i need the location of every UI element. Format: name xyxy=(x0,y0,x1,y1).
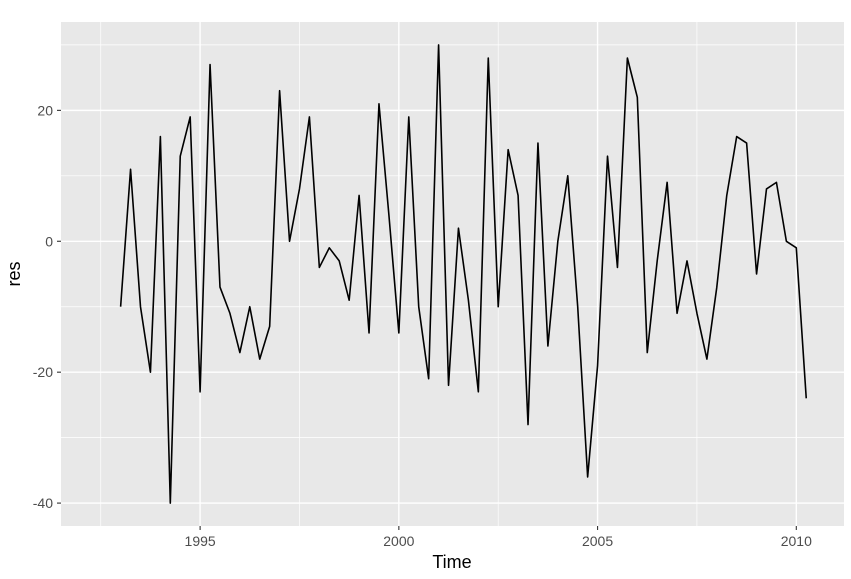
y-tick-label: 0 xyxy=(45,233,53,249)
x-tick-label: 1995 xyxy=(185,533,216,549)
series-line xyxy=(119,44,808,504)
minor-gridlines xyxy=(61,22,844,526)
x-axis-ticks: 1995 2000 2005 2010 xyxy=(185,526,812,549)
major-gridlines xyxy=(61,22,844,526)
y-axis-title: res xyxy=(4,261,24,286)
x-axis-title: Time xyxy=(432,552,471,572)
x-tick-label: 2010 xyxy=(781,533,812,549)
x-tick-label: 2000 xyxy=(383,533,414,549)
y-axis-ticks: -40 -20 0 20 xyxy=(33,102,61,511)
y-tick-label: -40 xyxy=(33,495,53,511)
plot-panel xyxy=(61,22,844,526)
y-tick-label: 20 xyxy=(37,102,53,118)
y-tick-label: -20 xyxy=(33,364,53,380)
x-tick-label: 2005 xyxy=(582,533,613,549)
